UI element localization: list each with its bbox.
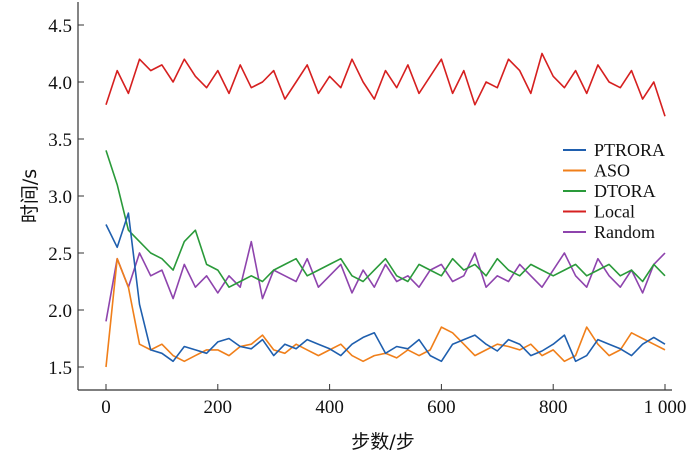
series-line-local — [105, 52, 666, 117]
legend-item-random: Random — [563, 222, 655, 242]
x-axis-label: 步数/步 — [351, 431, 414, 453]
legend-item-dtora: DTORA — [563, 181, 656, 201]
y-tick-label: 3.5 — [48, 130, 72, 151]
legend-item-ptrora: PTRORA — [563, 140, 665, 160]
legend-label: PTRORA — [594, 140, 665, 160]
legend-item-local: Local — [563, 202, 635, 222]
x-tick-label: 400 — [315, 397, 344, 418]
series-line-ptrora — [105, 212, 666, 363]
y-tick-label: 2.0 — [48, 301, 72, 322]
y-tick-label: 2.5 — [48, 244, 72, 265]
legend-label: ASO — [594, 161, 630, 181]
series-lines — [105, 52, 666, 368]
y-tick-label: 1.5 — [48, 358, 72, 379]
y-tick-label: 4.5 — [48, 16, 72, 37]
y-tick-label: 4.0 — [48, 73, 72, 94]
x-tick-label: 800 — [539, 397, 568, 418]
series-line-dtora — [105, 150, 666, 289]
x-tick-label: 600 — [427, 397, 456, 418]
x-tick-label: 0 — [101, 397, 111, 418]
legend-item-aso: ASO — [563, 161, 630, 181]
legend-label: DTORA — [594, 181, 656, 201]
x-tick-label: 200 — [204, 397, 233, 418]
x-ticks: 0 200 400 600 800 1 000 — [101, 384, 686, 418]
legend-label: Random — [594, 222, 655, 242]
y-axis-label: 时间/s — [19, 169, 41, 223]
y-tick-label: 3.0 — [48, 187, 72, 208]
x-tick-label: 1 000 — [644, 397, 687, 418]
series-line-random — [105, 240, 666, 322]
y-ticks: 1.5 2.0 2.5 3.0 3.5 4.0 4.5 — [48, 16, 84, 379]
legend-label: Local — [594, 202, 635, 222]
